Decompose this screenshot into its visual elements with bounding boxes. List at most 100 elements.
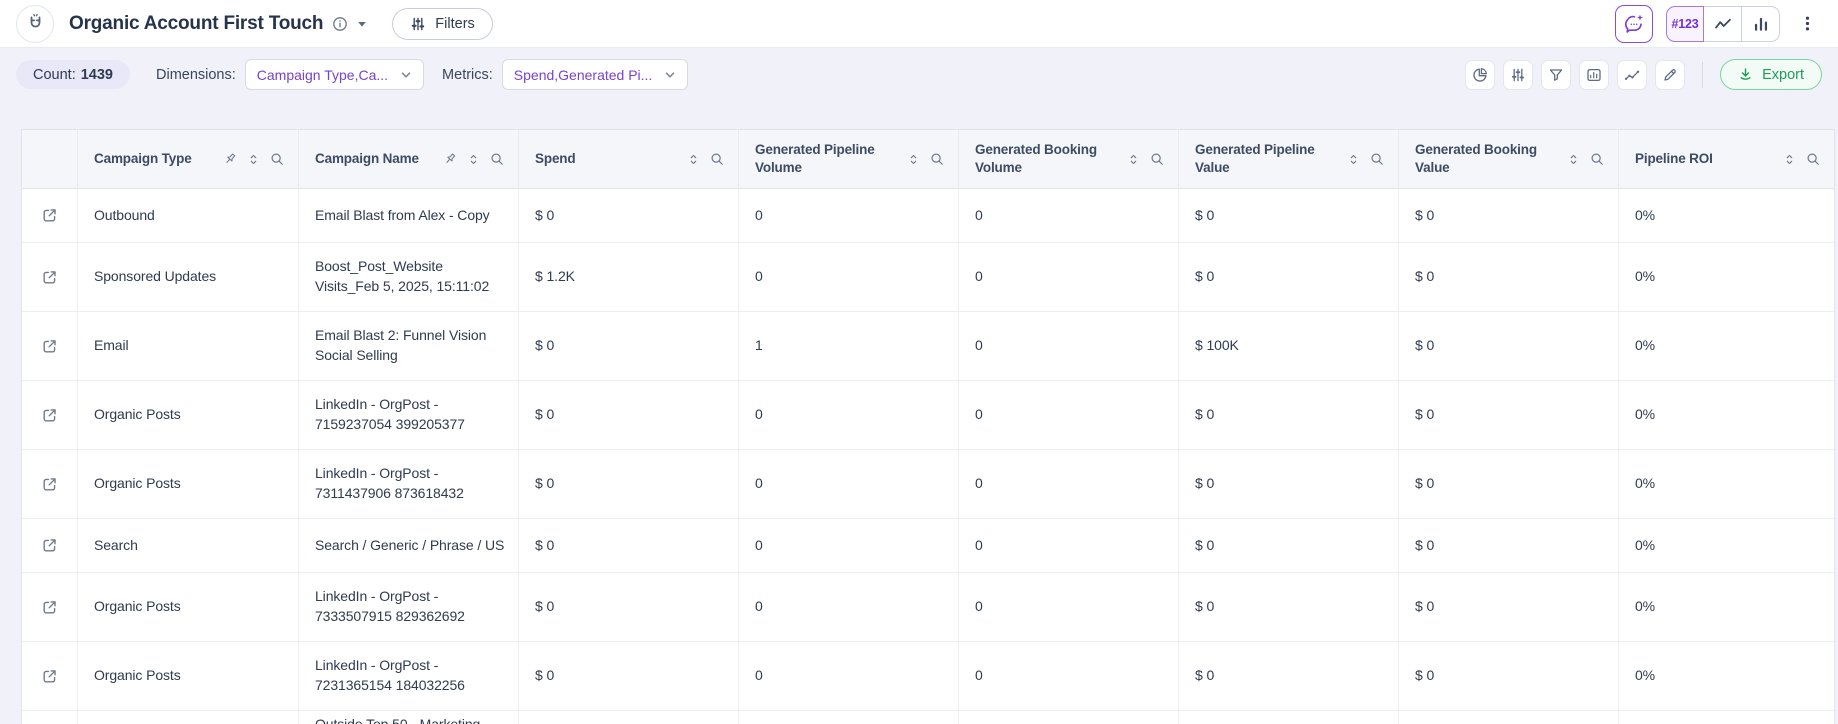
cell-campaign_type: Organic Posts bbox=[78, 450, 299, 519]
sorter-icon[interactable] bbox=[1347, 153, 1360, 166]
chart-card-button[interactable] bbox=[1579, 59, 1610, 90]
download-icon bbox=[1738, 67, 1753, 82]
external-link-icon[interactable] bbox=[41, 207, 58, 224]
column-label: Campaign Type bbox=[94, 150, 192, 166]
column-label: Generated Pipeline Value bbox=[1195, 141, 1315, 175]
view-bar-chart-button[interactable] bbox=[1742, 5, 1780, 42]
cell-generated_pipeline_value: $ 0 bbox=[1179, 381, 1399, 450]
external-link-icon[interactable] bbox=[41, 476, 58, 493]
table-row: Organic Posts LinkedIn - OrgPost - 715923… bbox=[22, 381, 1834, 450]
column-header-pipeline_roi[interactable]: Pipeline ROI bbox=[1619, 130, 1834, 189]
cell-campaign_type: Outbound bbox=[78, 189, 299, 243]
results-table: Campaign Type Campaign Name Spend Generated… bbox=[21, 129, 1835, 724]
cell-pipeline_roi: 0% bbox=[1619, 312, 1834, 381]
cell-link bbox=[22, 573, 78, 642]
cell-generated_pipeline_volume: 0 bbox=[739, 381, 959, 450]
column-header-campaign_name[interactable]: Campaign Name bbox=[299, 130, 519, 189]
column-header-spend[interactable]: Spend bbox=[519, 130, 739, 189]
filters-button[interactable]: Filters bbox=[392, 7, 493, 40]
cell-link bbox=[22, 450, 78, 519]
title-dropdown-caret-icon[interactable] bbox=[356, 18, 368, 30]
sorter-icon[interactable] bbox=[687, 153, 700, 166]
search-icon[interactable] bbox=[710, 152, 724, 166]
cell-spend: $ 0 bbox=[519, 450, 739, 519]
funnel-button[interactable] bbox=[1541, 59, 1572, 90]
cell-campaign_type: Email bbox=[78, 312, 299, 381]
filters-label: Filters bbox=[435, 15, 475, 32]
pie-chart-button[interactable] bbox=[1465, 59, 1496, 90]
column-header-campaign_type[interactable]: Campaign Type bbox=[78, 130, 299, 189]
dimensions-value: Campaign Type,Ca... bbox=[256, 66, 389, 83]
cell-link bbox=[22, 642, 78, 711]
cell-pipeline_roi: 0% bbox=[1619, 573, 1834, 642]
cell-campaign_name: Email Blast from Alex - Copy bbox=[299, 189, 519, 243]
cell-generated_booking_value: $ 0 bbox=[1399, 519, 1619, 573]
export-button[interactable]: Export bbox=[1720, 59, 1822, 90]
table-header-row: Campaign Type Campaign Name Spend Generated… bbox=[22, 130, 1834, 189]
info-icon[interactable] bbox=[332, 16, 348, 32]
cell-campaign_name: LinkedIn - OrgPost - 7231365154 18403225… bbox=[299, 642, 519, 711]
table-row: Outside Top 50 - Marketing Title bbox=[22, 711, 1834, 724]
sorter-icon[interactable] bbox=[1567, 153, 1580, 166]
cell-link bbox=[22, 312, 78, 381]
column-header-generated_pipeline_value[interactable]: Generated Pipeline Value bbox=[1179, 130, 1399, 189]
trend-points-button[interactable] bbox=[1617, 59, 1648, 90]
column-tools bbox=[907, 152, 944, 166]
metrics-select[interactable]: Spend,Generated Pi... bbox=[501, 59, 689, 90]
pencil-button[interactable] bbox=[1655, 59, 1686, 90]
line-chart-icon bbox=[1714, 15, 1732, 33]
cell-generated_booking_value: $ 0 bbox=[1399, 642, 1619, 711]
search-icon[interactable] bbox=[1370, 152, 1384, 166]
cell-spend: $ 0 bbox=[519, 573, 739, 642]
column-header-generated_pipeline_volume[interactable]: Generated Pipeline Volume bbox=[739, 130, 959, 189]
view-table-button[interactable]: #123 bbox=[1666, 5, 1704, 42]
cell-generated_booking_value: $ 0 bbox=[1399, 189, 1619, 243]
external-link-icon[interactable] bbox=[41, 599, 58, 616]
cell-generated_booking_volume: 0 bbox=[959, 312, 1179, 381]
cell-generated_booking_value: $ 0 bbox=[1399, 243, 1619, 312]
sorter-icon[interactable] bbox=[247, 153, 260, 166]
cell-generated_pipeline_volume: 0 bbox=[739, 519, 959, 573]
pin-icon[interactable] bbox=[223, 152, 237, 166]
pin-icon[interactable] bbox=[443, 152, 457, 166]
search-icon[interactable] bbox=[1806, 152, 1820, 166]
cell-generated_booking_volume: 0 bbox=[959, 573, 1179, 642]
view-line-chart-button[interactable] bbox=[1704, 5, 1742, 42]
sorter-icon[interactable] bbox=[467, 153, 480, 166]
cell-campaign_name: LinkedIn - OrgPost - 7159237054 39920537… bbox=[299, 381, 519, 450]
cell-campaign_name: LinkedIn - OrgPost - 7333507915 82936269… bbox=[299, 573, 519, 642]
toolbar: Count: 1439 Dimensions: Campaign Type,Ca… bbox=[0, 48, 1838, 101]
view-switcher: #123 bbox=[1666, 5, 1780, 42]
bar-chart-icon bbox=[1752, 15, 1770, 33]
external-link-icon[interactable] bbox=[41, 537, 58, 554]
search-icon[interactable] bbox=[930, 152, 944, 166]
column-label: Pipeline ROI bbox=[1635, 150, 1713, 166]
column-header-generated_booking_volume[interactable]: Generated Booking Volume bbox=[959, 130, 1179, 189]
search-icon[interactable] bbox=[270, 152, 284, 166]
search-icon[interactable] bbox=[1590, 152, 1604, 166]
ai-assistant-button[interactable] bbox=[1615, 4, 1653, 43]
external-link-icon[interactable] bbox=[41, 668, 58, 685]
cell-spend: $ 1.2K bbox=[519, 243, 739, 312]
external-link-icon[interactable] bbox=[41, 269, 58, 286]
sorter-icon[interactable] bbox=[907, 153, 920, 166]
cell-pipeline_roi: 0% bbox=[1619, 642, 1834, 711]
column-tools bbox=[687, 152, 724, 166]
external-link-icon[interactable] bbox=[41, 407, 58, 424]
cell-spend: $ 0 bbox=[519, 381, 739, 450]
column-header-generated_booking_value[interactable]: Generated Booking Value bbox=[1399, 130, 1619, 189]
search-icon[interactable] bbox=[490, 152, 504, 166]
dimensions-select[interactable]: Campaign Type,Ca... bbox=[244, 59, 425, 90]
cell-generated_booking_value: $ 0 bbox=[1399, 381, 1619, 450]
column-tools bbox=[1127, 152, 1164, 166]
search-icon[interactable] bbox=[1150, 152, 1164, 166]
external-link-icon[interactable] bbox=[41, 338, 58, 355]
magnet-icon[interactable] bbox=[16, 4, 54, 43]
cell-campaign_type bbox=[78, 711, 299, 724]
sorter-icon[interactable] bbox=[1783, 153, 1796, 166]
more-options-button[interactable] bbox=[1793, 11, 1822, 36]
cell-campaign_name: LinkedIn - OrgPost - 7311437906 87361843… bbox=[299, 450, 519, 519]
sorter-icon[interactable] bbox=[1127, 153, 1140, 166]
sliders-button[interactable] bbox=[1503, 59, 1534, 90]
